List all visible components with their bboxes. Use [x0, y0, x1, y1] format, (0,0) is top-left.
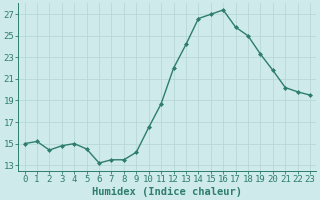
- X-axis label: Humidex (Indice chaleur): Humidex (Indice chaleur): [92, 186, 242, 197]
